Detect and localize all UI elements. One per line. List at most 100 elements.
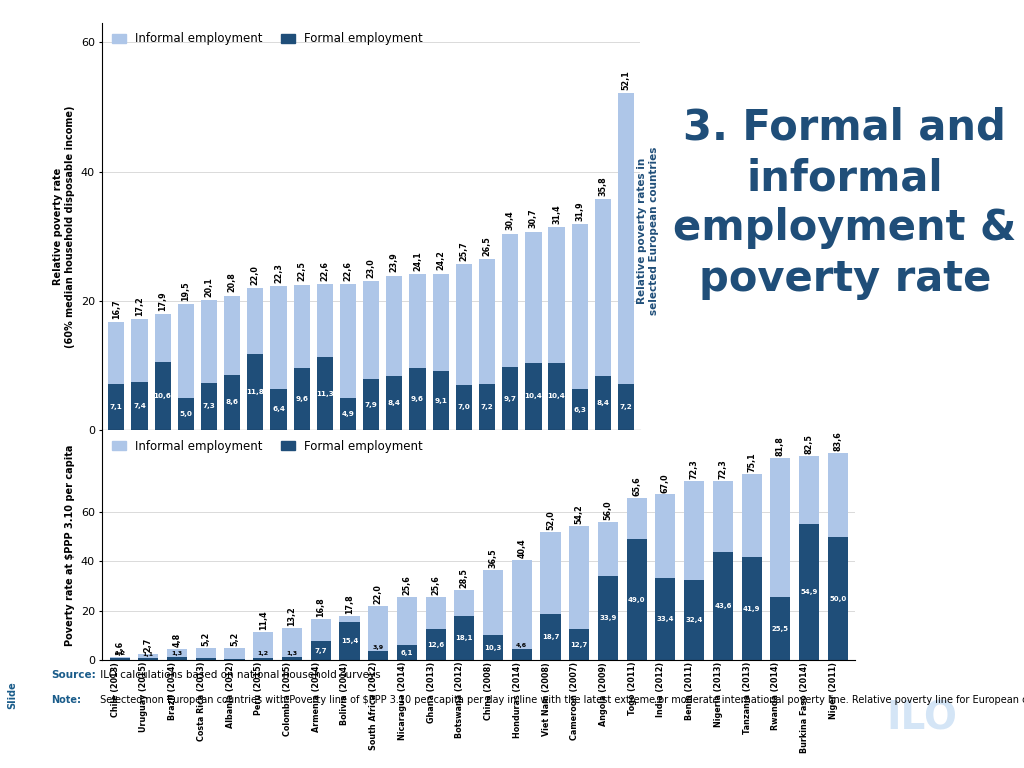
Bar [741, 557, 762, 660]
Text: 72,3: 72,3 [690, 459, 698, 479]
Text: 18,1: 18,1 [456, 635, 473, 641]
Bar [684, 580, 705, 660]
Text: ILO calculations based on national household surveys: ILO calculations based on national house… [97, 670, 381, 680]
Bar [178, 398, 194, 430]
Text: 49,0: 49,0 [628, 597, 645, 603]
Bar [410, 368, 426, 430]
Text: 30,7: 30,7 [529, 209, 538, 229]
Bar [109, 323, 124, 384]
Bar [426, 597, 445, 629]
Bar [571, 224, 588, 389]
Text: 83,6: 83,6 [834, 432, 843, 452]
Text: 20,8: 20,8 [227, 273, 237, 293]
Text: 4,9: 4,9 [342, 411, 354, 417]
Bar [713, 482, 733, 552]
Bar [196, 658, 216, 660]
Text: 11,3: 11,3 [316, 391, 334, 396]
Text: 16,8: 16,8 [316, 598, 326, 617]
Text: 1,3: 1,3 [287, 651, 298, 656]
Bar [224, 296, 241, 375]
Text: 31,9: 31,9 [575, 201, 585, 220]
Legend: Informal employment, Formal employment: Informal employment, Formal employment [109, 436, 427, 456]
Text: 17,8: 17,8 [345, 594, 354, 614]
Bar [310, 641, 331, 660]
Bar [627, 539, 647, 660]
Bar [827, 537, 848, 660]
Text: 25,6: 25,6 [431, 575, 440, 595]
Text: 52,1: 52,1 [622, 71, 631, 90]
Text: Note:: Note: [51, 695, 81, 705]
Text: 7,0: 7,0 [458, 405, 470, 410]
Text: 16,7: 16,7 [112, 300, 121, 319]
Bar [178, 304, 194, 398]
Text: 9,1: 9,1 [434, 398, 447, 404]
Bar [294, 368, 310, 430]
Text: 5,0: 5,0 [179, 411, 193, 417]
Bar [456, 264, 472, 385]
Text: 9,6: 9,6 [411, 396, 424, 402]
Bar [479, 383, 496, 430]
Text: 41,9: 41,9 [742, 606, 761, 611]
Text: 11,4: 11,4 [259, 611, 267, 631]
Text: 3,9: 3,9 [373, 644, 384, 650]
Bar [799, 525, 819, 660]
Bar [224, 659, 245, 660]
Text: 1,2: 1,2 [258, 651, 269, 657]
Text: 82,5: 82,5 [805, 434, 814, 454]
Bar [386, 376, 402, 430]
Text: 6,4: 6,4 [272, 406, 285, 412]
Text: 15,4: 15,4 [341, 638, 358, 644]
Text: 4,8: 4,8 [173, 632, 181, 647]
Text: 1,3: 1,3 [172, 651, 182, 656]
Bar [155, 362, 171, 430]
Text: 10,4: 10,4 [548, 393, 565, 399]
Bar [138, 654, 159, 657]
Bar [282, 627, 302, 657]
Bar [294, 285, 310, 368]
Text: 22,5: 22,5 [297, 262, 306, 282]
Bar [595, 199, 611, 376]
Bar [569, 629, 590, 660]
Text: ILO: ILO [886, 699, 957, 737]
Text: 25,6: 25,6 [402, 575, 412, 595]
Bar [131, 319, 147, 382]
Bar [167, 649, 187, 657]
Text: 1,6: 1,6 [115, 641, 124, 654]
Bar [455, 616, 474, 660]
Bar [364, 282, 379, 379]
Text: 72,3: 72,3 [719, 459, 727, 479]
Bar [339, 617, 359, 622]
Text: 7,1: 7,1 [110, 404, 123, 410]
Text: 35,8: 35,8 [598, 176, 607, 196]
Bar [224, 647, 245, 659]
Text: Selected non European countries with Poverty line of $PPP 3.10 per capita per da: Selected non European countries with Pov… [97, 695, 1024, 705]
Text: 9,7: 9,7 [504, 396, 517, 402]
Text: 10,4: 10,4 [524, 393, 543, 399]
Text: 31,4: 31,4 [552, 204, 561, 224]
Text: 7,7: 7,7 [314, 648, 327, 654]
Bar [655, 495, 676, 578]
Bar [713, 552, 733, 660]
Text: 54,9: 54,9 [801, 590, 818, 595]
Text: 22,0: 22,0 [251, 265, 260, 285]
Bar [741, 475, 762, 557]
Text: 22,0: 22,0 [374, 584, 383, 604]
Text: 6,1: 6,1 [400, 650, 413, 656]
Y-axis label: Poverty rate at $PPP 3.10 per capita: Poverty rate at $PPP 3.10 per capita [66, 445, 75, 646]
Bar [397, 597, 417, 645]
Text: 22,3: 22,3 [274, 263, 283, 283]
Text: 11,8: 11,8 [247, 389, 264, 395]
Text: 23,0: 23,0 [367, 259, 376, 278]
Bar [598, 577, 618, 660]
Bar [110, 657, 130, 660]
Text: Relative poverty rates in
selected European countries: Relative poverty rates in selected Europ… [637, 146, 659, 315]
Bar [386, 276, 402, 376]
Text: 25,7: 25,7 [460, 241, 468, 261]
Text: 24,1: 24,1 [413, 251, 422, 271]
Text: 8,6: 8,6 [225, 399, 239, 406]
Bar [368, 650, 388, 660]
Text: 36,5: 36,5 [488, 548, 498, 568]
Bar [310, 619, 331, 641]
Bar [432, 273, 449, 371]
Bar [541, 614, 560, 660]
